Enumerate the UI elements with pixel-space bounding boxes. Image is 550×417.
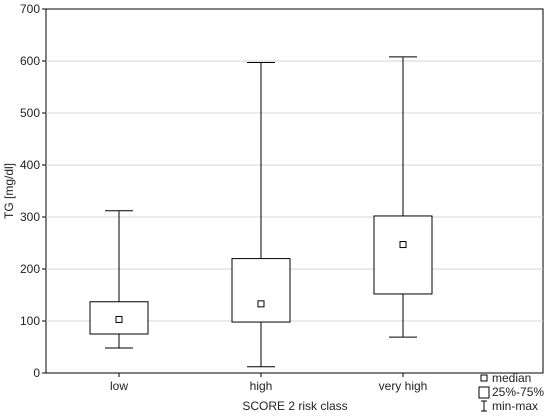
legend-minmax-symbol: [481, 400, 487, 412]
legend-median-symbol: [480, 374, 488, 382]
x-axis: low high very high: [110, 373, 427, 393]
y-tick-label: 300: [20, 210, 40, 224]
legend-minmax-label: min-max: [492, 399, 538, 413]
boxes: [89, 56, 433, 368]
x-tick-label: very high: [379, 379, 428, 393]
legend-item-minmax: min-max: [481, 399, 538, 413]
iqr-box: [231, 258, 291, 323]
legend-iqr-label: 25%-75%: [492, 385, 544, 399]
x-tick-label: high: [250, 379, 273, 393]
legend: median 25%-75% min-max: [478, 371, 544, 413]
y-tick-label: 100: [20, 314, 40, 328]
legend-median-label: median: [492, 371, 531, 385]
y-tick-label: 200: [20, 262, 40, 276]
median-marker: [399, 241, 407, 249]
legend-iqr-symbol: [478, 386, 490, 399]
box-group-very-high: [373, 56, 433, 338]
y-tick-label: 600: [20, 54, 40, 68]
box-group-low: [89, 210, 149, 349]
y-axis: 0 100 200 300 400 500 600 700: [20, 2, 46, 380]
legend-item-median: median: [480, 371, 531, 385]
legend-item-iqr: 25%-75%: [478, 385, 544, 399]
y-tick-label: 0: [33, 366, 40, 380]
y-tick-label: 700: [20, 2, 40, 16]
x-tick-label: low: [110, 379, 128, 393]
y-tick-label: 500: [20, 106, 40, 120]
median-marker: [115, 315, 123, 323]
y-axis-title: TG [mg/dl]: [2, 163, 16, 219]
x-axis-title: SCORE 2 risk class: [242, 399, 347, 413]
median-marker: [257, 300, 265, 308]
box-group-high: [231, 62, 291, 368]
iqr-box: [373, 215, 433, 295]
y-tick-label: 400: [20, 158, 40, 172]
